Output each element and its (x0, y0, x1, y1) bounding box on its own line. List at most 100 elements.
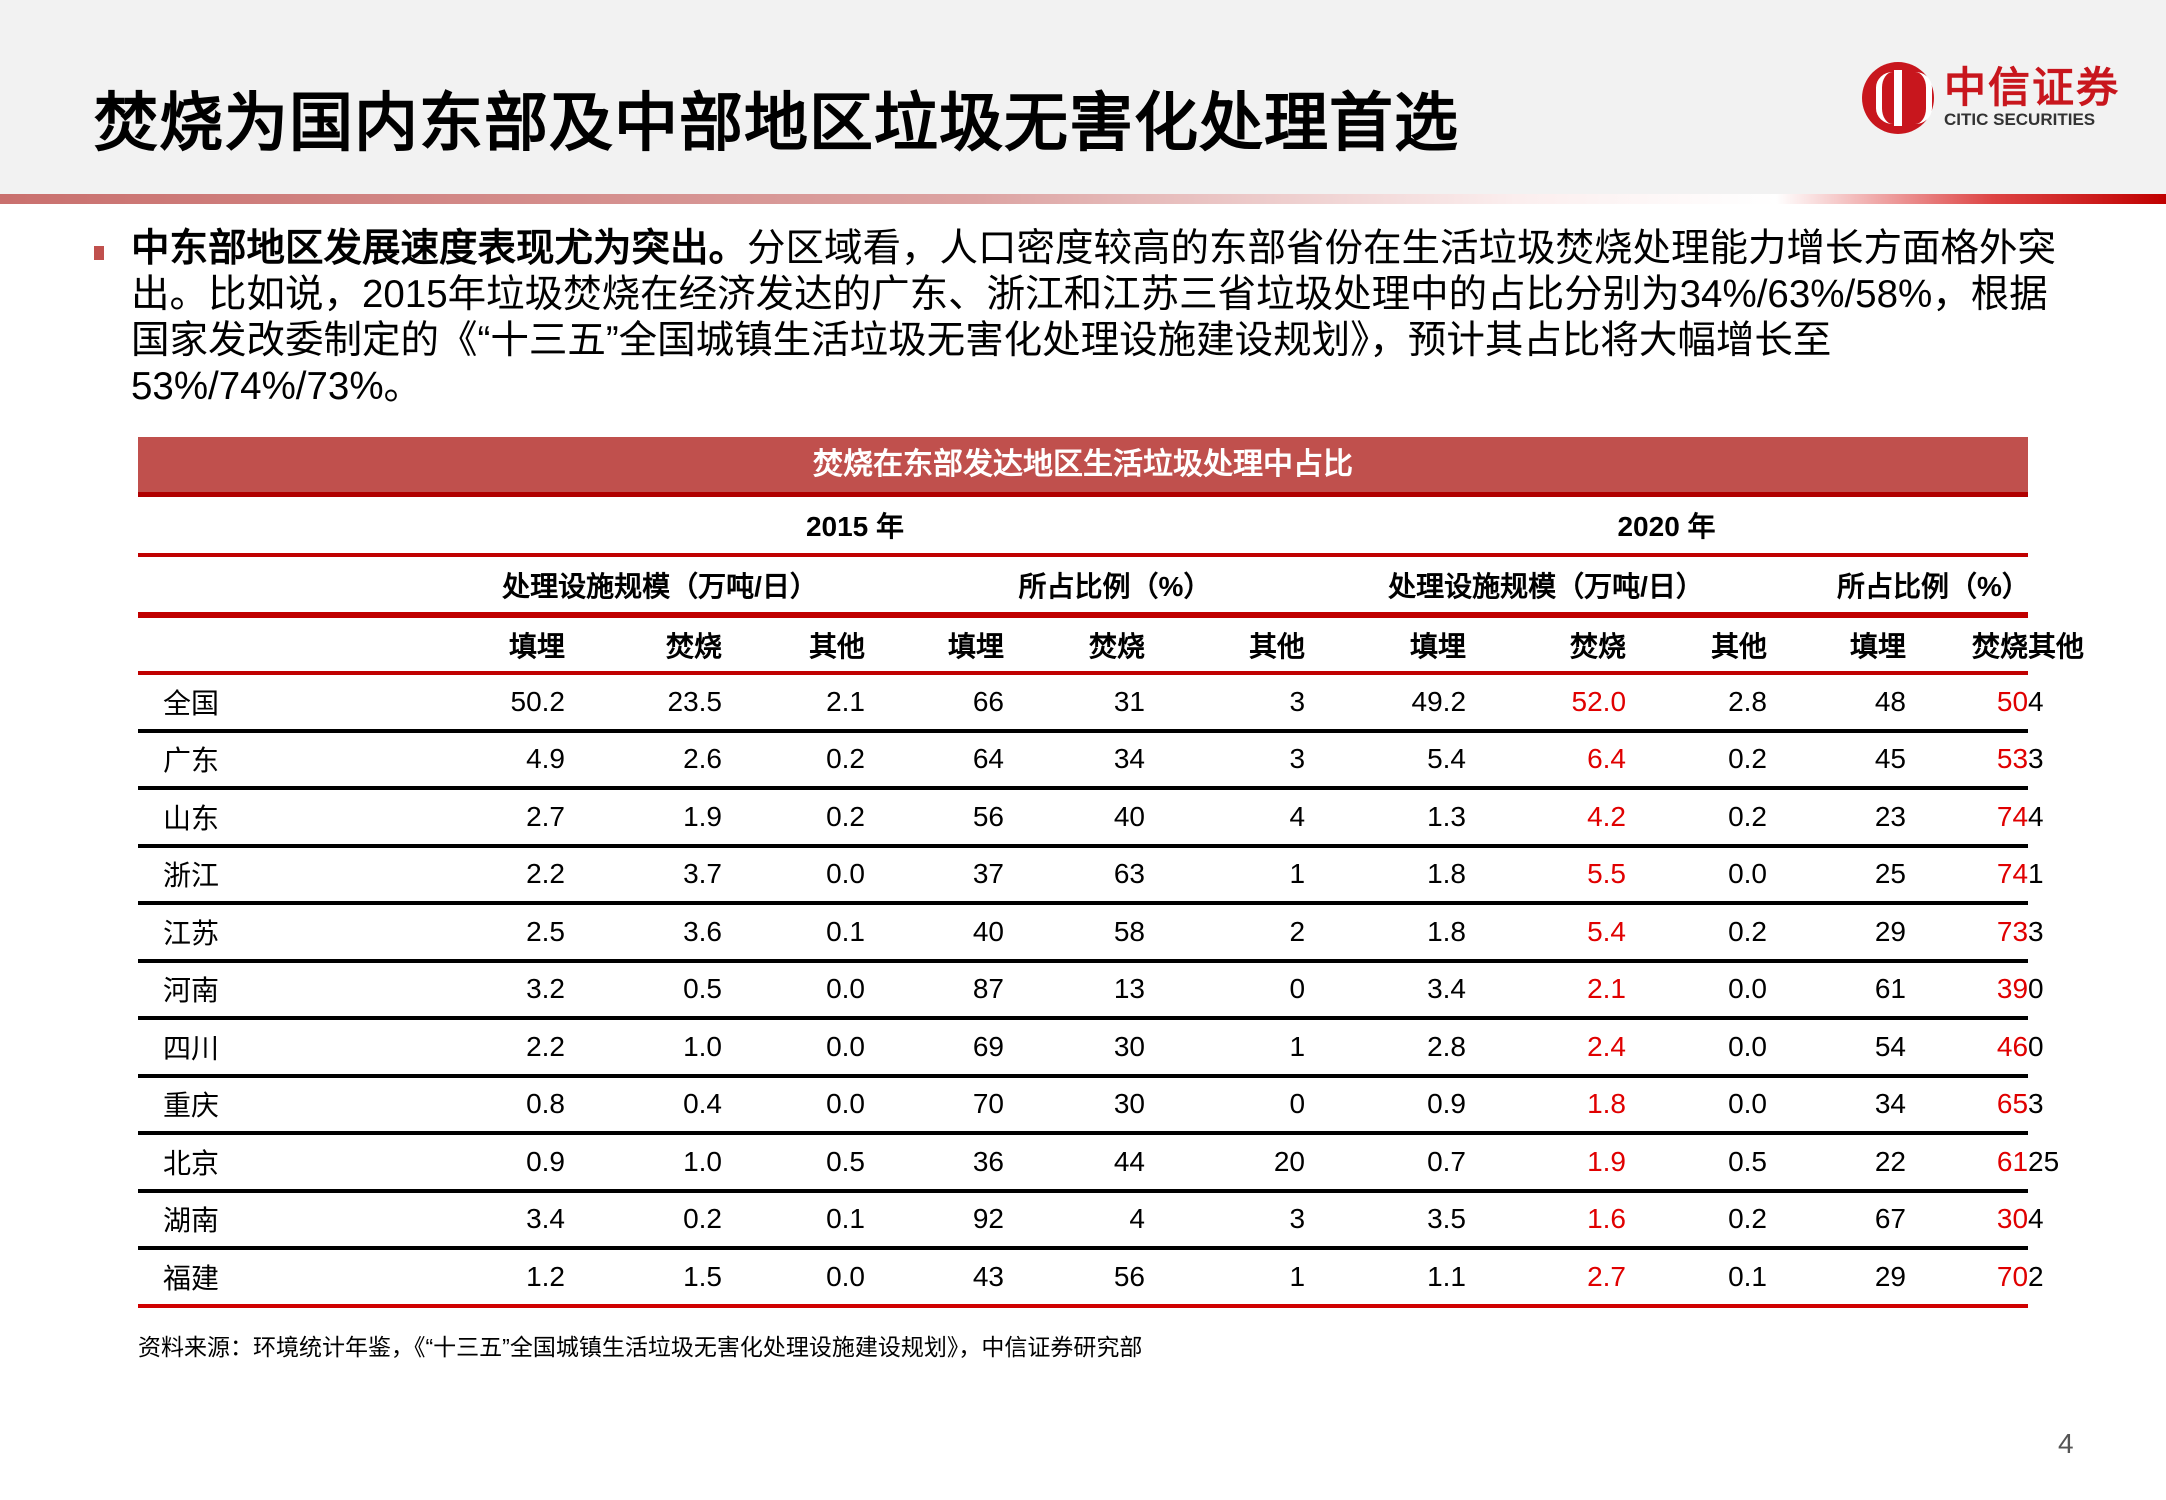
table-cell: 0.0 (722, 1018, 865, 1078)
table-cell: 4 (1004, 1190, 1145, 1250)
body-paragraph: 中东部地区发展速度表现尤为突出。分区域看，人口密度较高的东部省份在生活垃圾焚烧处… (131, 226, 2081, 410)
table-row: 北京 0.9 1.0 0.5 36 44 20 0.7 1.9 0.5 22 61 25 (138, 1133, 2059, 1193)
table-cell: 0.8 (405, 1075, 565, 1135)
table-cell: 4.2 (1466, 788, 1627, 848)
table-cell: 5.4 (1466, 903, 1627, 963)
table-cell: 0.2 (1626, 1190, 1768, 1250)
group-header: 处理设施规模（万吨/日） (405, 555, 865, 618)
source-note: 资料来源：环境统计年鉴，《“十三五”全国城镇生活垃圾无害化处理设施建设规划》，中… (138, 1334, 1143, 1360)
table-cell: 2 (1145, 903, 1306, 963)
table-cell: 0.0 (722, 960, 865, 1020)
table-cell: 0.1 (722, 903, 865, 963)
table-cell: 0.1 (1626, 1248, 1768, 1308)
page-number: 4 (2058, 1428, 2074, 1459)
table-cell: 66 (865, 673, 1004, 733)
table-cell: 29 (1767, 1248, 1907, 1308)
subheader-row: 填埋 焚烧 其他 填埋 焚烧 其他 填埋 焚烧 其他 填埋 焚烧 其他 (138, 615, 2084, 675)
table-cell: 2.8 (1626, 673, 1768, 733)
column-header: 其他 (1145, 615, 1306, 675)
table-cell: 0.0 (722, 1248, 865, 1308)
table-cell: 92 (865, 1190, 1004, 1250)
table-cell: 1.6 (1466, 1190, 1627, 1250)
table-cell: 2.6 (565, 730, 722, 790)
header-divider (0, 194, 2166, 204)
table-cell: 0.0 (1626, 845, 1768, 905)
year-2015: 2015 年 (405, 497, 1306, 557)
column-header: 焚烧 (1906, 615, 2029, 675)
region-label: 广东 (138, 730, 405, 790)
table-cell: 40 (865, 903, 1004, 963)
table-cell: 2.2 (405, 1018, 565, 1078)
table-cell: 40 (1004, 788, 1145, 848)
table-cell: 65 (1906, 1075, 2029, 1135)
table-cell: 43 (865, 1248, 1004, 1308)
table-cell: 70 (865, 1075, 1004, 1135)
table-cell: 3 (1145, 730, 1306, 790)
table-cell: 0.0 (722, 845, 865, 905)
year-header-row: 2015 年 2020 年 (138, 497, 2029, 557)
table-cell: 1 (1145, 845, 1306, 905)
table-cell: 1.8 (1466, 1075, 1627, 1135)
table-row: 福建 1.2 1.5 0.0 43 56 1 1.1 2.7 0.1 29 70 2 (138, 1248, 2044, 1308)
table-cell: 87 (865, 960, 1004, 1020)
table-cell: 6.4 (1466, 730, 1627, 790)
table-row: 河南 3.2 0.5 0.0 87 13 0 3.4 2.1 0.0 61 39 0 (138, 960, 2044, 1020)
lead-text: 中东部地区发展速度表现尤为突出。 (131, 227, 748, 270)
table-cell: 31 (1004, 673, 1145, 733)
column-header: 填埋 (865, 615, 1004, 675)
logo-en: CITIC SECURITIES (1944, 110, 2096, 129)
table-cell: 73 (1906, 903, 2029, 963)
slide-header (0, 0, 2166, 194)
region-label: 福建 (138, 1248, 405, 1308)
table-cell: 1.1 (1305, 1248, 1467, 1308)
table-cell: 54 (1767, 1018, 1907, 1078)
table-cell: 3.4 (405, 1190, 565, 1250)
table-cell: 0.2 (1626, 903, 1768, 963)
table-cell: 69 (865, 1018, 1004, 1078)
table-cell: 74 (1906, 845, 2029, 905)
table-cell: 45 (1767, 730, 1907, 790)
table-cell: 0.0 (1626, 1075, 1768, 1135)
table-row: 江苏 2.5 3.6 0.1 40 58 2 1.8 5.4 0.2 29 73 3 (138, 903, 2044, 963)
table-cell: 0.2 (1626, 730, 1768, 790)
table-cell: 2.8 (1305, 1018, 1467, 1078)
table-cell: 0.2 (565, 1190, 722, 1250)
table-cell: 3 (1145, 1190, 1306, 1250)
column-header: 焚烧 (1466, 615, 1627, 675)
table-cell: 0.2 (722, 730, 865, 790)
table-cell: 1.0 (565, 1018, 722, 1078)
table-row: 山东 2.7 1.9 0.2 56 40 4 1.3 4.2 0.2 23 74 4 (138, 788, 2044, 848)
table-cell: 0.0 (722, 1075, 865, 1135)
table-row: 重庆 0.8 0.4 0.0 70 30 0 0.9 1.8 0.0 34 65 3 (138, 1075, 2044, 1135)
table-cell: 56 (1004, 1248, 1145, 1308)
region-label: 山东 (138, 788, 405, 848)
table-cell: 0.9 (405, 1133, 565, 1193)
table-cell: 0.5 (565, 960, 722, 1020)
table-cell: 1.2 (405, 1248, 565, 1308)
table-cell: 48 (1767, 673, 1907, 733)
bullet-icon (94, 246, 104, 260)
table-cell: 63 (1004, 845, 1145, 905)
body-text: 分区域看，人口密度较高的东部省份在生活垃圾焚烧处理能力增长方面格外突出。比如说，… (131, 227, 2057, 408)
table-cell: 3 (1145, 673, 1306, 733)
table-row: 湖南 3.4 0.2 0.1 92 4 3 3.5 1.6 0.2 67 30 4 (138, 1190, 2044, 1250)
table-cell: 25 (1767, 845, 1907, 905)
table-cell: 1.8 (1305, 903, 1467, 963)
table-cell: 2.7 (1466, 1248, 1627, 1308)
table-cell: 0.5 (722, 1133, 865, 1193)
data-table: 2015 年 2020 年 处理设施规模（万吨/日） 所占比例（%） 处理设施规… (138, 497, 2084, 1308)
table-cell: 44 (1004, 1133, 1145, 1193)
table-row: 广东 4.9 2.6 0.2 64 34 3 5.4 6.4 0.2 45 53 3 (138, 730, 2044, 790)
table-cell: 39 (1906, 960, 2029, 1020)
column-header: 其他 (722, 615, 865, 675)
table-cell: 1.5 (565, 1248, 722, 1308)
table-cell: 0.0 (1626, 1018, 1768, 1078)
table-cell: 0.7 (1305, 1133, 1467, 1193)
table-cell: 34 (1004, 730, 1145, 790)
table-cell: 20 (1145, 1133, 1306, 1193)
table-title: 焚烧在东部发达地区生活垃圾处理中占比 (138, 437, 2028, 497)
region-label: 浙江 (138, 845, 405, 905)
table-cell: 29 (1767, 903, 1907, 963)
table-cell: 5.5 (1466, 845, 1627, 905)
table-cell: 50 (1906, 673, 2029, 733)
